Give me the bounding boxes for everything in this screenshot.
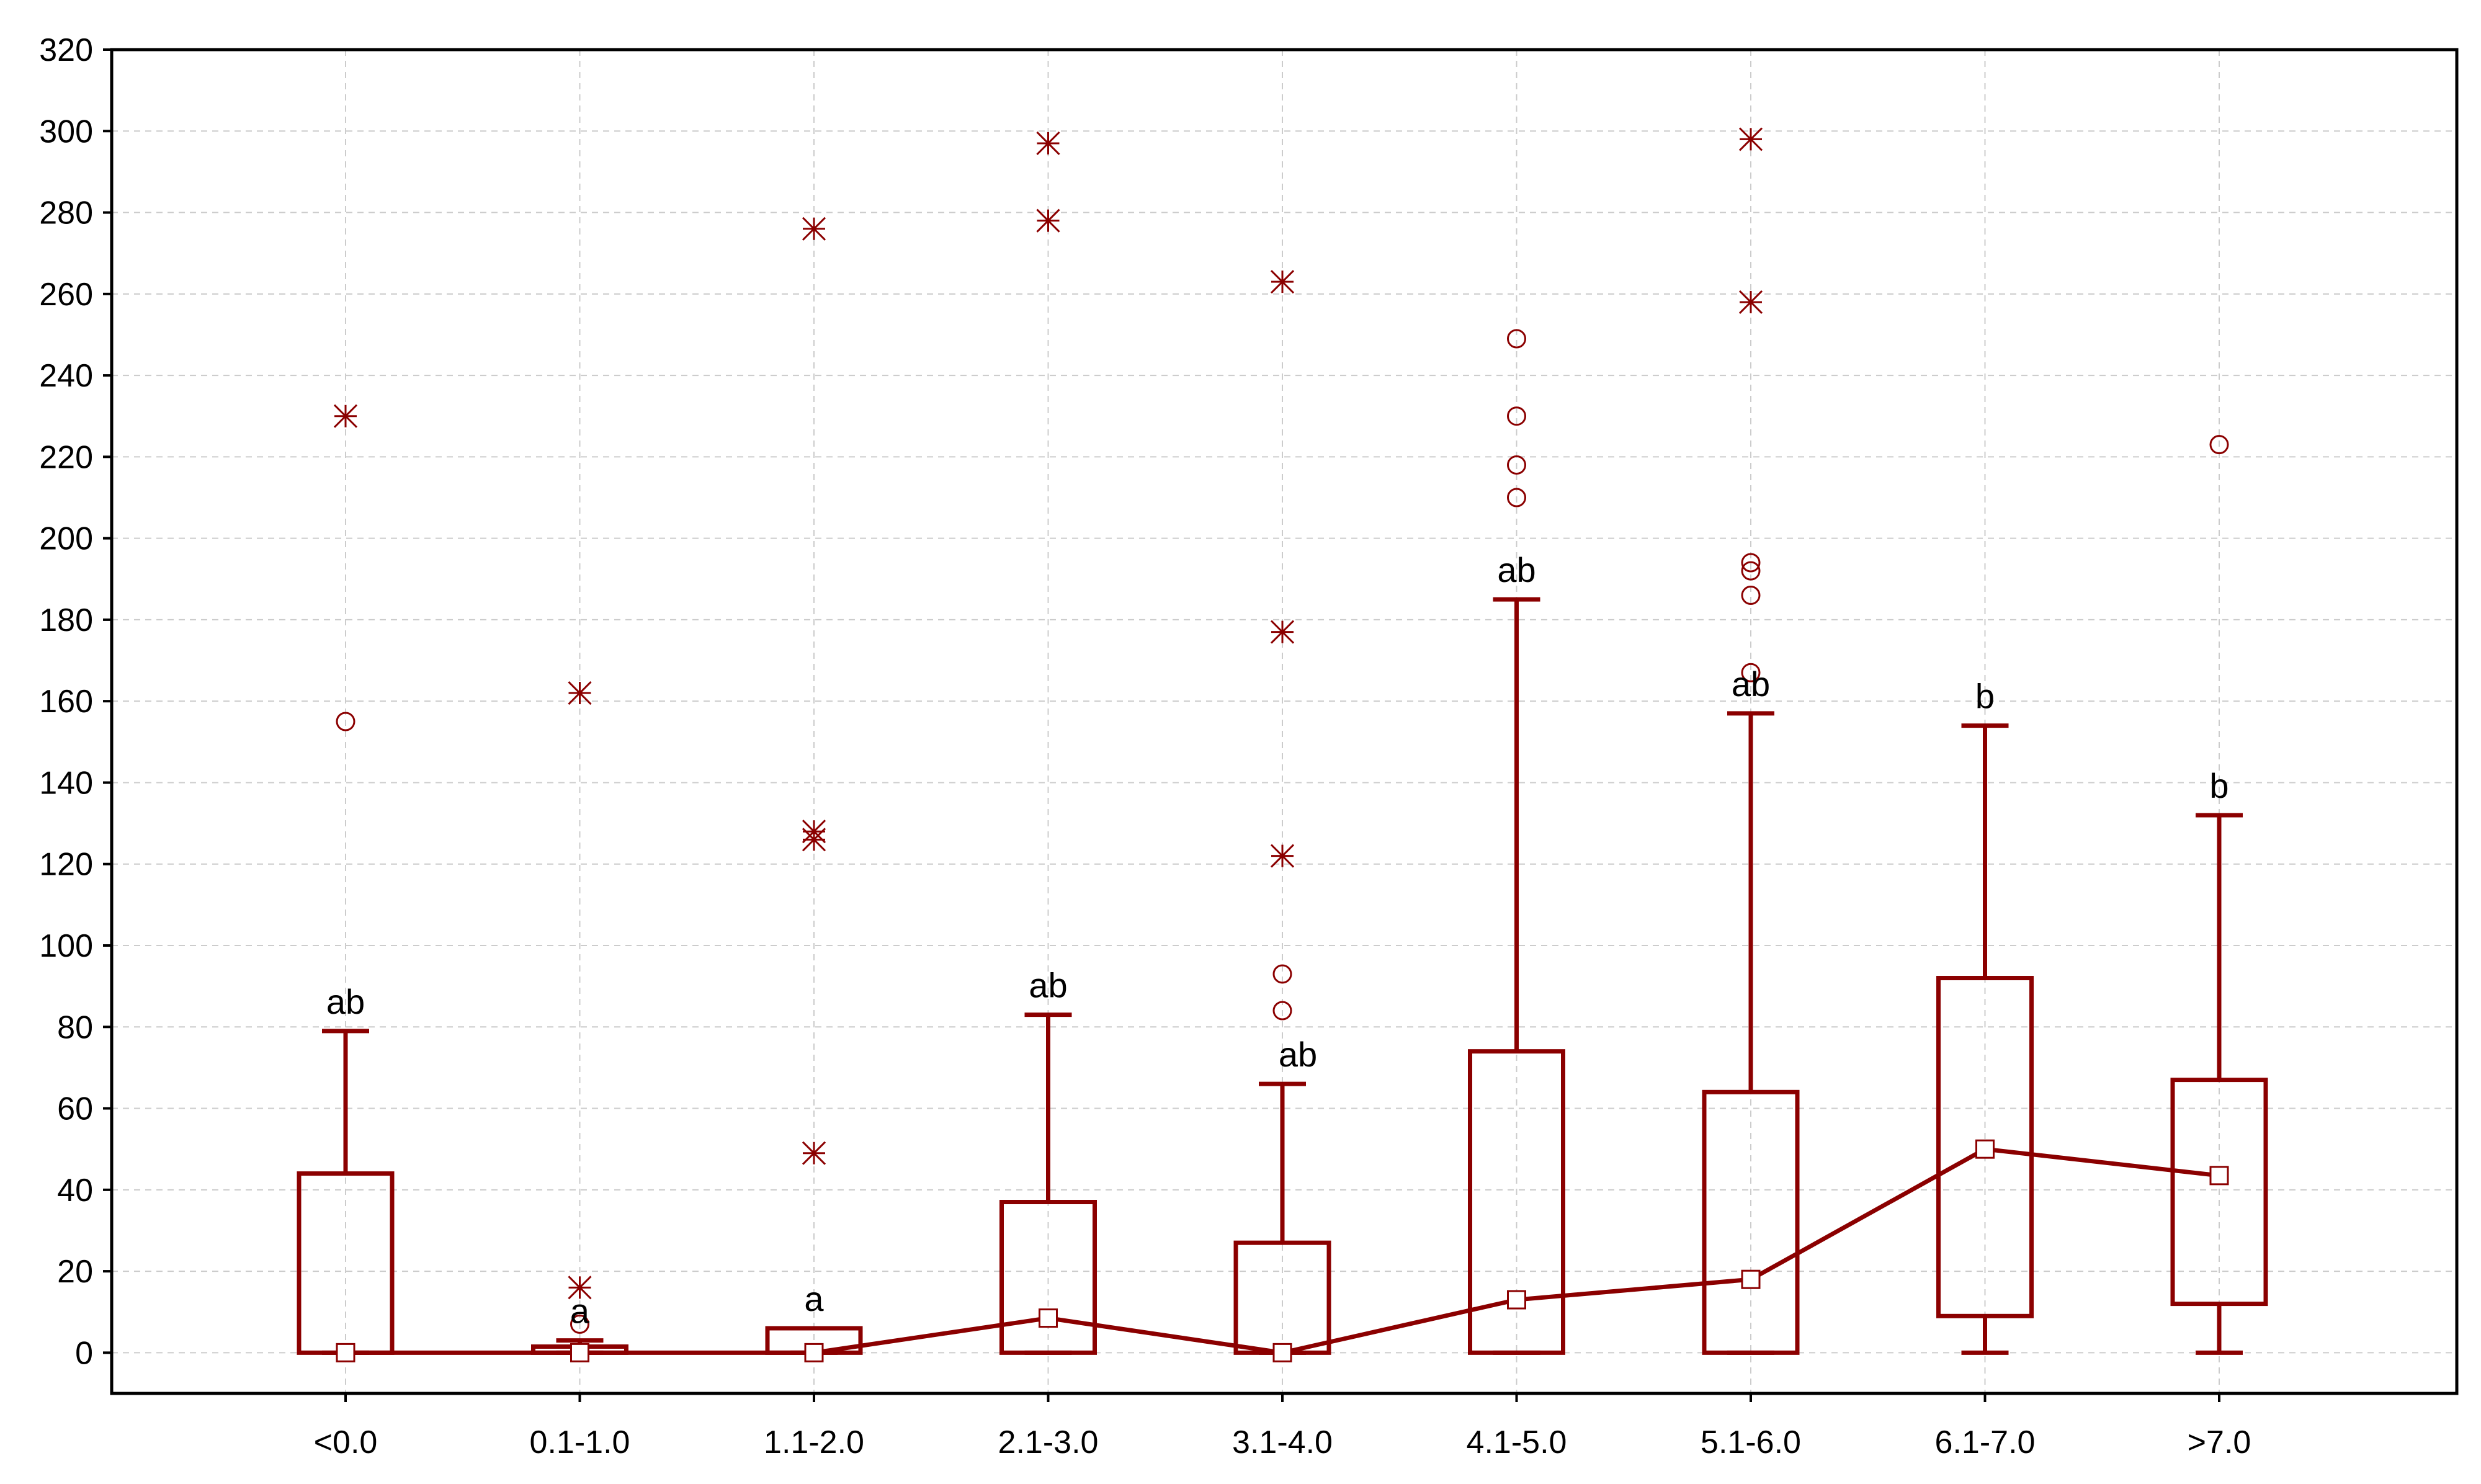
- significance-letter: ab: [1732, 664, 1770, 704]
- median-marker: [2209, 1166, 2229, 1186]
- extreme-point: [568, 1276, 592, 1300]
- y-tick-label: 60: [57, 1091, 93, 1127]
- y-tick-label: 120: [39, 847, 93, 883]
- y-tick-label: 260: [39, 277, 93, 313]
- outlier-point: [1741, 586, 1761, 606]
- y-tick-label: 140: [39, 765, 93, 801]
- significance-letter: ab: [326, 982, 365, 1021]
- box-group-5: [1468, 597, 1565, 1355]
- median-marker: [1975, 1139, 1995, 1159]
- outlier-point: [336, 712, 355, 731]
- outlier-point: [570, 1314, 589, 1334]
- median-marker: [1039, 1308, 1058, 1328]
- box-group-7: [1936, 723, 2034, 1355]
- plot-frame: [110, 48, 2459, 1395]
- box-group-8: [2170, 813, 2268, 1355]
- y-tick-label: 240: [39, 358, 93, 394]
- y-tick-label: 300: [39, 114, 93, 150]
- extreme-point: [568, 681, 592, 705]
- significance-letter: a: [570, 1292, 590, 1331]
- significance-letter: ab: [1279, 1035, 1317, 1074]
- y-tick-label: 180: [39, 602, 93, 638]
- extreme-point: [1270, 844, 1295, 868]
- median-marker: [336, 1343, 355, 1362]
- extreme-point: [802, 217, 826, 241]
- iqr-box: [1702, 1089, 1800, 1355]
- median-marker: [1507, 1290, 1526, 1310]
- y-tick-label: 0: [75, 1335, 93, 1371]
- box-group-6: [1702, 711, 1800, 1355]
- extreme-point: [1036, 131, 1060, 156]
- median-marker: [570, 1343, 589, 1362]
- extreme-point: [333, 404, 358, 428]
- x-tick-label: <0.0: [314, 1424, 378, 1460]
- y-tick-label: 220: [39, 439, 93, 475]
- extreme-point: [1270, 620, 1295, 644]
- grid-layer: [112, 49, 2457, 1393]
- iqr-box: [2170, 1078, 2268, 1307]
- x-tick-label: 2.1-3.0: [998, 1424, 1099, 1460]
- outlier-point: [1507, 455, 1526, 475]
- significance-letter: b: [1975, 677, 1995, 716]
- extreme-point: [1738, 290, 1763, 315]
- y-tick-label: 320: [39, 32, 93, 68]
- outlier-point: [1272, 964, 1292, 984]
- x-tick-label: 5.1-6.0: [1701, 1424, 1801, 1460]
- x-tick-label: 4.1-5.0: [1467, 1424, 1567, 1460]
- x-tick-label: 1.1-2.0: [764, 1424, 864, 1460]
- extreme-point: [802, 1141, 826, 1165]
- x-tick-label: 3.1-4.0: [1232, 1424, 1333, 1460]
- y-tick-label: 20: [57, 1254, 93, 1290]
- extreme-point: [1036, 208, 1060, 233]
- y-tick-label: 160: [39, 684, 93, 720]
- extreme-point: [1270, 270, 1295, 294]
- outlier-point: [1741, 561, 1761, 581]
- extreme-point: [1738, 127, 1763, 151]
- x-tick-label: 0.1-1.0: [530, 1424, 630, 1460]
- outlier-point: [1741, 663, 1761, 682]
- y-tick-label: 100: [39, 928, 93, 964]
- significance-letter: ab: [1497, 550, 1536, 589]
- outlier-point: [1507, 406, 1526, 426]
- point-layer: [333, 127, 2229, 1362]
- y-tick-label: 40: [57, 1173, 93, 1209]
- significance-letter: ab: [1029, 966, 1067, 1005]
- x-tick-label: 6.1-7.0: [1935, 1424, 2036, 1460]
- x-tick-label: >7.0: [2188, 1424, 2251, 1460]
- iqr-box: [999, 1200, 1097, 1355]
- y-tick-label: 280: [39, 195, 93, 231]
- outlier-point: [1507, 329, 1526, 349]
- axis-layer: 0 20 40 60 80 100 120 140 160 180 200 220 240 260 280 3…: [39, 32, 2459, 1460]
- y-tick-label: 200: [39, 521, 93, 557]
- outlier-point: [1507, 488, 1526, 507]
- y-tick-label: 80: [57, 1009, 93, 1045]
- outlier-point: [2209, 435, 2229, 455]
- iqr-box: [1468, 1049, 1565, 1355]
- box-group-3: [999, 1012, 1097, 1355]
- significance-letter: b: [2209, 766, 2228, 805]
- extreme-point: [802, 820, 826, 844]
- label-layer: ab a a ab ab ab ab b b: [326, 550, 2229, 1331]
- median-marker: [1272, 1343, 1292, 1362]
- outlier-point: [1741, 553, 1761, 573]
- significance-letter: a: [804, 1279, 824, 1318]
- median-marker: [804, 1343, 824, 1362]
- median-marker: [1741, 1269, 1761, 1289]
- iqr-box: [1936, 976, 2034, 1318]
- outlier-point: [1272, 1001, 1292, 1021]
